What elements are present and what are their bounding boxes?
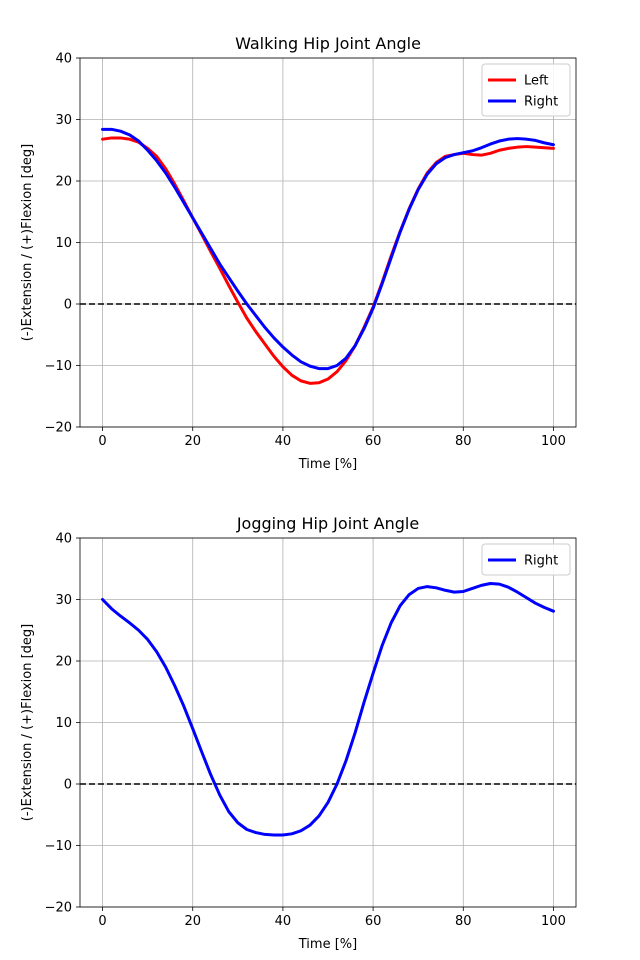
- x-tick-label: 20: [184, 914, 201, 929]
- x-tick-label: 80: [455, 434, 472, 449]
- x-tick-label: 0: [98, 914, 106, 929]
- x-tick-label: 20: [184, 434, 201, 449]
- x-tick-label: 100: [541, 434, 566, 449]
- legend-label-right: Right: [524, 95, 558, 110]
- jogging-hip-chart: Jogging Hip Joint Angle Time [%] (-)Exte…: [20, 514, 577, 952]
- legend-label-left: Left: [524, 74, 548, 89]
- legend: Right: [481, 543, 571, 576]
- plot-frame: [79, 57, 577, 428]
- y-tick-label: −10: [45, 359, 72, 374]
- x-tick-label: 40: [275, 434, 292, 449]
- legend: Left Right: [481, 63, 571, 117]
- y-tick-label: 30: [55, 113, 72, 128]
- legend-label-right: Right: [524, 554, 558, 569]
- x-tick-label: 40: [275, 914, 292, 929]
- legend-box: [481, 63, 571, 117]
- x-tick-label: 60: [365, 914, 382, 929]
- series-line-right: [101, 582, 555, 837]
- y-tick-label: 40: [55, 52, 72, 67]
- legend-box: [481, 543, 571, 576]
- y-tick-label: 10: [55, 716, 72, 731]
- y-axis-label: (-)Extension / (+)Flexion [deg]: [20, 624, 35, 821]
- y-tick-label: 30: [55, 593, 72, 608]
- y-tick-label: −20: [45, 901, 72, 916]
- y-tick-label: 0: [64, 778, 72, 793]
- y-tick-label: 20: [55, 655, 72, 670]
- walking-hip-chart: Walking Hip Joint Angle Time [%] (-)Exte…: [20, 34, 577, 472]
- y-tick-label: 20: [55, 175, 72, 190]
- series-line-right: [101, 127, 555, 371]
- y-tick-label: −20: [45, 421, 72, 436]
- y-axis-label: (-)Extension / (+)Flexion [deg]: [20, 144, 35, 341]
- y-tick-label: 0: [64, 298, 72, 313]
- y-tick-label: 40: [55, 532, 72, 547]
- x-tick-label: 0: [98, 434, 106, 449]
- x-axis-label: Time [%]: [298, 937, 357, 952]
- x-tick-label: 80: [455, 914, 472, 929]
- y-tick-label: 10: [55, 236, 72, 251]
- x-tick-label: 60: [365, 434, 382, 449]
- y-tick-label: −10: [45, 839, 72, 854]
- chart-title: Walking Hip Joint Angle: [235, 34, 421, 53]
- chart-title: Jogging Hip Joint Angle: [236, 514, 419, 533]
- x-tick-label: 100: [541, 914, 566, 929]
- plot-frame: [79, 537, 577, 908]
- x-axis-label: Time [%]: [298, 457, 357, 472]
